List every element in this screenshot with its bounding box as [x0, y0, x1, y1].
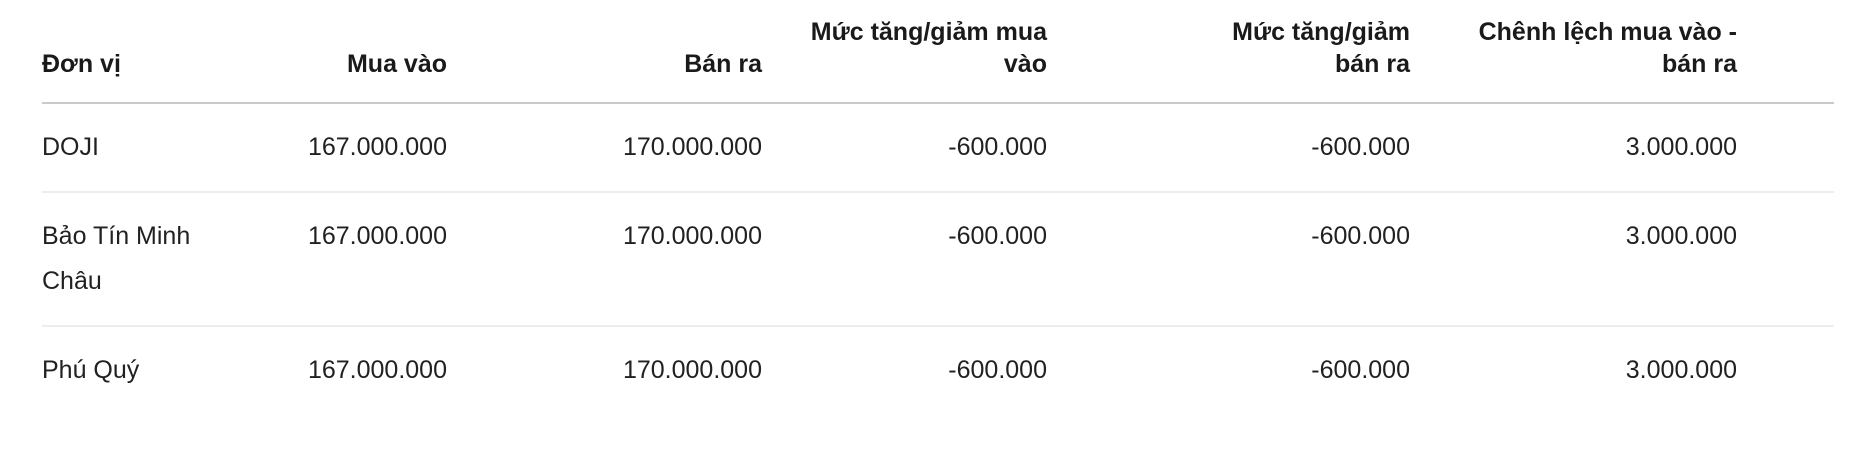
column-header-buy: Mua vào [222, 0, 447, 104]
cell-buy: 167.000.000 [222, 103, 447, 193]
table-header: Đơn vị Mua vào Bán ra Mức tăng/giảm mua … [42, 0, 1834, 104]
cell-sell: 170.000.000 [447, 192, 762, 327]
table-body: DOJI 167.000.000 170.000.000 -600.000 -6… [42, 103, 1834, 414]
cell-spread: 3.000.000 [1625, 356, 1737, 384]
cell-unit: Bảo Tín Minh Châu [42, 192, 222, 327]
column-header-buy-change: Mức tăng/giảm mua vào [762, 0, 1047, 104]
cell-buy: 167.000.000 [307, 356, 447, 384]
cell-sell-change: -600.000 [1311, 356, 1410, 384]
table-row-doji: DOJI 167.000.000 170.000.000 -600.000 -6… [42, 103, 1834, 193]
cell-spread: 3.000.000 [1410, 192, 1834, 327]
cell-buy-change: -600.000 [762, 103, 1047, 193]
cell-buy: 167.000.000 [222, 192, 447, 327]
column-header-sell: Bán ra [447, 0, 762, 104]
column-header-sell-change: Mức tăng/giảm bán ra [1047, 0, 1410, 104]
header-row: Đơn vị Mua vào Bán ra Mức tăng/giảm mua … [42, 0, 1834, 104]
cell-sell: 170.000.000 [447, 103, 762, 193]
column-header-unit: Đơn vị [42, 0, 222, 104]
table-row-phu-quy: Phú Quý 167.000.000 170.000.000 -600.000… [42, 326, 1834, 414]
table-row-bao-tin-minh-chau: Bảo Tín Minh Châu 167.000.000 170.000.00… [42, 192, 1834, 327]
cell-sell-change: -600.000 [1047, 103, 1410, 193]
gold-price-table: Đơn vị Mua vào Bán ra Mức tăng/giảm mua … [42, 0, 1834, 414]
cell-sell-change: -600.000 [1047, 192, 1410, 327]
cell-buy-change: -600.000 [948, 356, 1047, 384]
cell-unit: Phú Quý [42, 356, 140, 384]
cell-spread: 3.000.000 [1410, 103, 1834, 193]
column-header-spread: Chênh lệch mua vào - bán ra [1410, 0, 1834, 104]
cell-sell: 170.000.000 [622, 356, 762, 384]
cell-unit: DOJI [42, 103, 222, 193]
cell-buy-change: -600.000 [762, 192, 1047, 327]
